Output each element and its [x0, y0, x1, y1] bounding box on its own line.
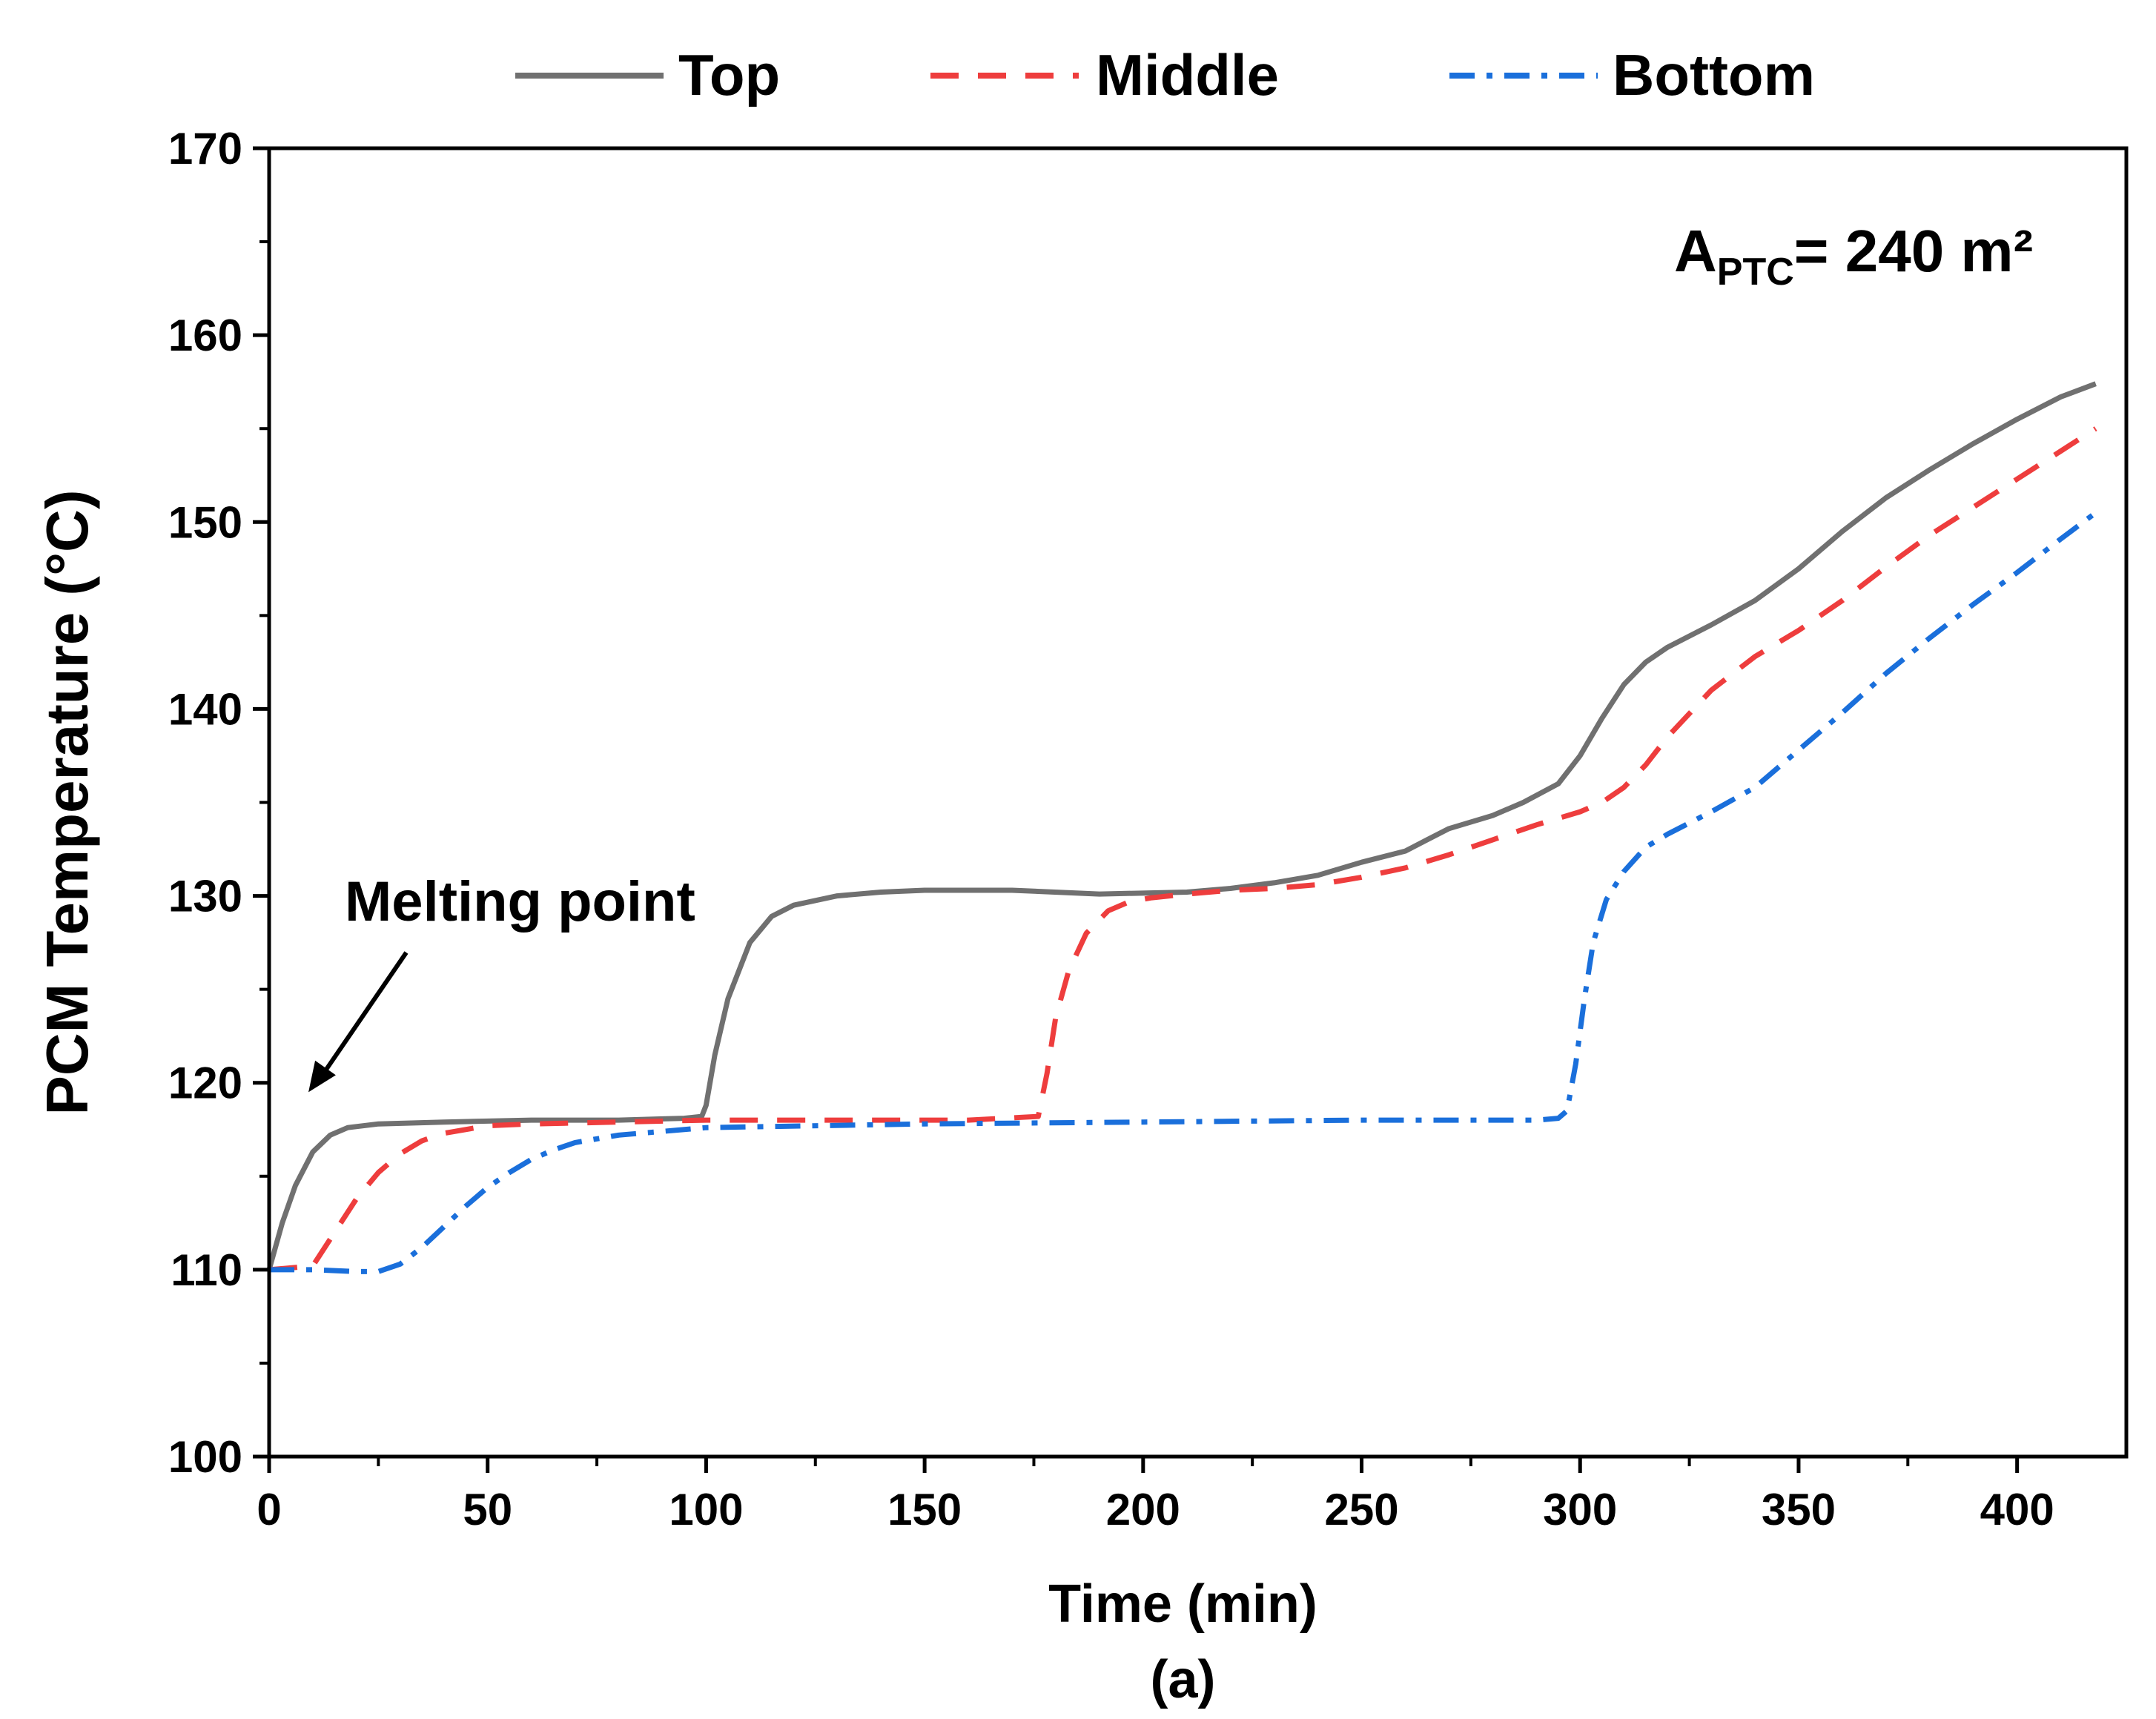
area-label: APTC= 240 m²: [1674, 218, 2033, 294]
annotation-layer: Melting point: [308, 870, 695, 1093]
x-tick-label-0: 0: [257, 1485, 281, 1534]
y-tick-label-120: 120: [168, 1059, 242, 1108]
legend-label-bottom: Bottom: [1613, 42, 1815, 107]
area-label-rest: = 240 m²: [1794, 218, 2033, 284]
annotation-arrow-head: [308, 1060, 336, 1093]
y-tick-label-140: 140: [168, 684, 242, 734]
x-tick-label-300: 300: [1543, 1485, 1617, 1534]
area-label-main: A: [1674, 218, 1717, 284]
y-axis-label: PCM Temperature (°C): [34, 490, 100, 1116]
series-line-top: [266, 381, 2097, 1271]
y-tick-label-100: 100: [168, 1432, 242, 1482]
x-tick-label-150: 150: [887, 1485, 962, 1534]
x-tick-label-50: 50: [463, 1485, 512, 1534]
y-tick-label-170: 170: [168, 124, 242, 173]
figure-caption: (a): [1151, 1650, 1216, 1709]
x-tick-label-200: 200: [1106, 1485, 1180, 1534]
y-tick-label-130: 130: [168, 872, 242, 921]
x-tick-label-400: 400: [1980, 1485, 2054, 1534]
area-label-sub: PTC: [1717, 251, 1794, 294]
axis-ticks: 0 50 100 150 200 250 300 350 400 100 110 120 130 140 1…: [168, 124, 2054, 1534]
x-tick-label-250: 250: [1324, 1485, 1398, 1534]
x-axis-label: Time (min): [1048, 1574, 1317, 1634]
series-layer: [266, 381, 2097, 1274]
x-tick-label-350: 350: [1762, 1485, 1836, 1534]
y-tick-label-110: 110: [171, 1245, 242, 1295]
y-tick-label-160: 160: [168, 311, 242, 360]
plot-area-frame: [267, 146, 2129, 1459]
annotation-arrow-shaft: [317, 951, 409, 1082]
annotation-text: Melting point: [345, 870, 695, 933]
legend-label-middle: Middle: [1096, 42, 1279, 107]
legend-label-top: Top: [678, 42, 780, 107]
series-line-middle: [268, 426, 2097, 1273]
y-tick-label-150: 150: [168, 497, 242, 547]
legend: Top Middle Bottom: [515, 42, 1815, 107]
x-tick-label-100: 100: [669, 1485, 743, 1534]
